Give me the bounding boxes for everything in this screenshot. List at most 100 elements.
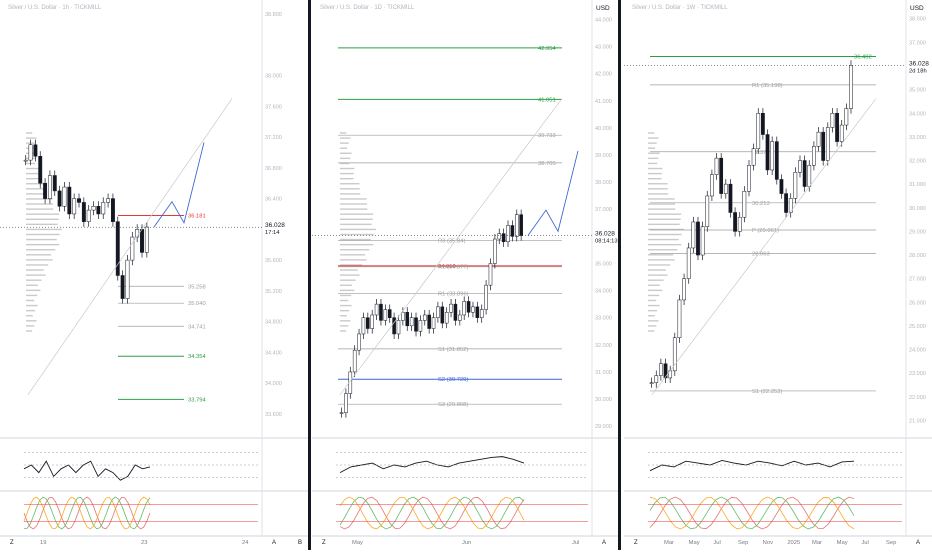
level-label: 36.402 [854, 55, 872, 61]
candle [849, 65, 853, 109]
volume-profile-bar [340, 284, 352, 286]
volume-profile-bar [340, 325, 349, 327]
volume-profile-bar [340, 188, 360, 190]
price-label-bg [263, 221, 307, 236]
candle [357, 333, 361, 351]
volume-profile-bar [26, 320, 37, 322]
candle [86, 209, 91, 222]
trend-channel-line [339, 98, 563, 395]
price-tick-label: 26.000 [909, 300, 926, 306]
panel-divider-left [308, 0, 311, 550]
candle [497, 233, 502, 240]
candle [52, 175, 57, 192]
candle [835, 113, 839, 142]
volume-profile-bar [340, 254, 366, 256]
price-tick-label: 36.400 [265, 197, 282, 203]
time-axis-label: Jul [572, 540, 579, 546]
volume-profile-bar [648, 254, 674, 256]
candle [484, 284, 488, 310]
price-tick-label: 21.000 [909, 418, 926, 424]
oscillator-line [339, 496, 525, 530]
volume-profile-bar [648, 137, 659, 139]
volume-profile-bar [26, 203, 54, 205]
axis-control-letter: Z [322, 540, 326, 546]
candle [449, 303, 453, 313]
volume-profile-bar [26, 228, 62, 231]
volume-profile-bar [340, 167, 355, 170]
volume-profile-bar [340, 203, 368, 205]
volume-profile-bar [26, 299, 35, 302]
volume-profile-bar [26, 172, 40, 175]
chart-panel-1: Silver / U.S. Dollar · 1h · TICKMILL 38.8… [0, 0, 308, 546]
volume-profile-bar [648, 188, 668, 190]
volume-profile-bar [648, 243, 682, 246]
bar-countdown-label: 08:14:13 [595, 239, 618, 245]
candle [466, 301, 471, 313]
volume-profile-bar [26, 264, 49, 266]
volume-profile-bar [26, 315, 33, 317]
panel-divider-right [618, 0, 621, 550]
projection-path [153, 142, 205, 228]
candle [501, 233, 506, 243]
candle [710, 174, 714, 197]
chart-title: Silver / U.S. Dollar · 1h · TICKMILL [8, 5, 102, 11]
volume-profile-bar [648, 299, 657, 302]
volume-profile-bar [648, 142, 657, 144]
currency-label: USD [596, 5, 610, 12]
volume-profile-bar [648, 330, 655, 332]
level-label: S2 (30.729) [438, 377, 468, 383]
candle [807, 164, 812, 187]
volume-profile-bar [340, 183, 360, 185]
price-label-bg [593, 229, 617, 244]
indicator-line [649, 459, 855, 472]
volume-profile-bar [340, 147, 348, 149]
volume-profile-bar [648, 162, 658, 165]
price-tick-label: 34.800 [265, 320, 282, 326]
candle [106, 198, 111, 203]
candle [444, 312, 449, 324]
chart-title: Silver / U.S. Dollar · 1W · TICKMILL [632, 5, 728, 11]
time-axis-label: Jul [713, 540, 720, 546]
volume-profile-bar [648, 218, 681, 220]
candle [96, 206, 101, 215]
volume-profile-bar [648, 208, 676, 210]
volume-profile-bar [26, 213, 60, 215]
oscillator-line [23, 496, 151, 530]
volume-profile-bar [26, 132, 33, 134]
candle [120, 275, 125, 299]
oscillator-line [23, 496, 151, 530]
price-tick-label: 37.200 [265, 135, 282, 141]
candle [682, 278, 686, 301]
candle [383, 309, 388, 321]
oscillator-line [649, 496, 855, 530]
price-tick-label: 38.000 [265, 74, 282, 80]
time-axis-label: Nov [763, 540, 773, 546]
volume-profile-bar [340, 172, 354, 175]
candle [91, 206, 96, 211]
price-tick-label: 34.000 [909, 111, 926, 117]
candle [344, 393, 348, 413]
chart-title: Silver / U.S. Dollar · 1D · TICKMILL [320, 5, 415, 11]
current-price-label: 36.028 [595, 231, 615, 238]
volume-profile-bar [26, 294, 38, 297]
volume-profile-bar [340, 162, 350, 165]
candle [510, 225, 515, 237]
volume-profile-bar [340, 142, 349, 144]
candle [649, 382, 654, 384]
price-tick-label: 35.000 [595, 261, 612, 267]
volume-profile-bar [340, 228, 376, 231]
volume-profile-bar [340, 299, 349, 302]
price-tick-label: 37.000 [595, 207, 612, 213]
volume-profile-bar [340, 264, 363, 266]
time-axis-label: 23 [141, 540, 147, 546]
volume-profile-bar [340, 269, 358, 271]
volume-profile-bar [26, 167, 41, 170]
candle [784, 193, 788, 213]
volume-profile-bar [648, 213, 682, 215]
volume-profile-bar [648, 172, 662, 175]
time-axis-label: Jun [462, 540, 471, 546]
volume-profile-bar [340, 238, 371, 241]
price-tick-label: 34.000 [595, 289, 612, 295]
candle [742, 190, 747, 218]
candle [793, 172, 798, 199]
